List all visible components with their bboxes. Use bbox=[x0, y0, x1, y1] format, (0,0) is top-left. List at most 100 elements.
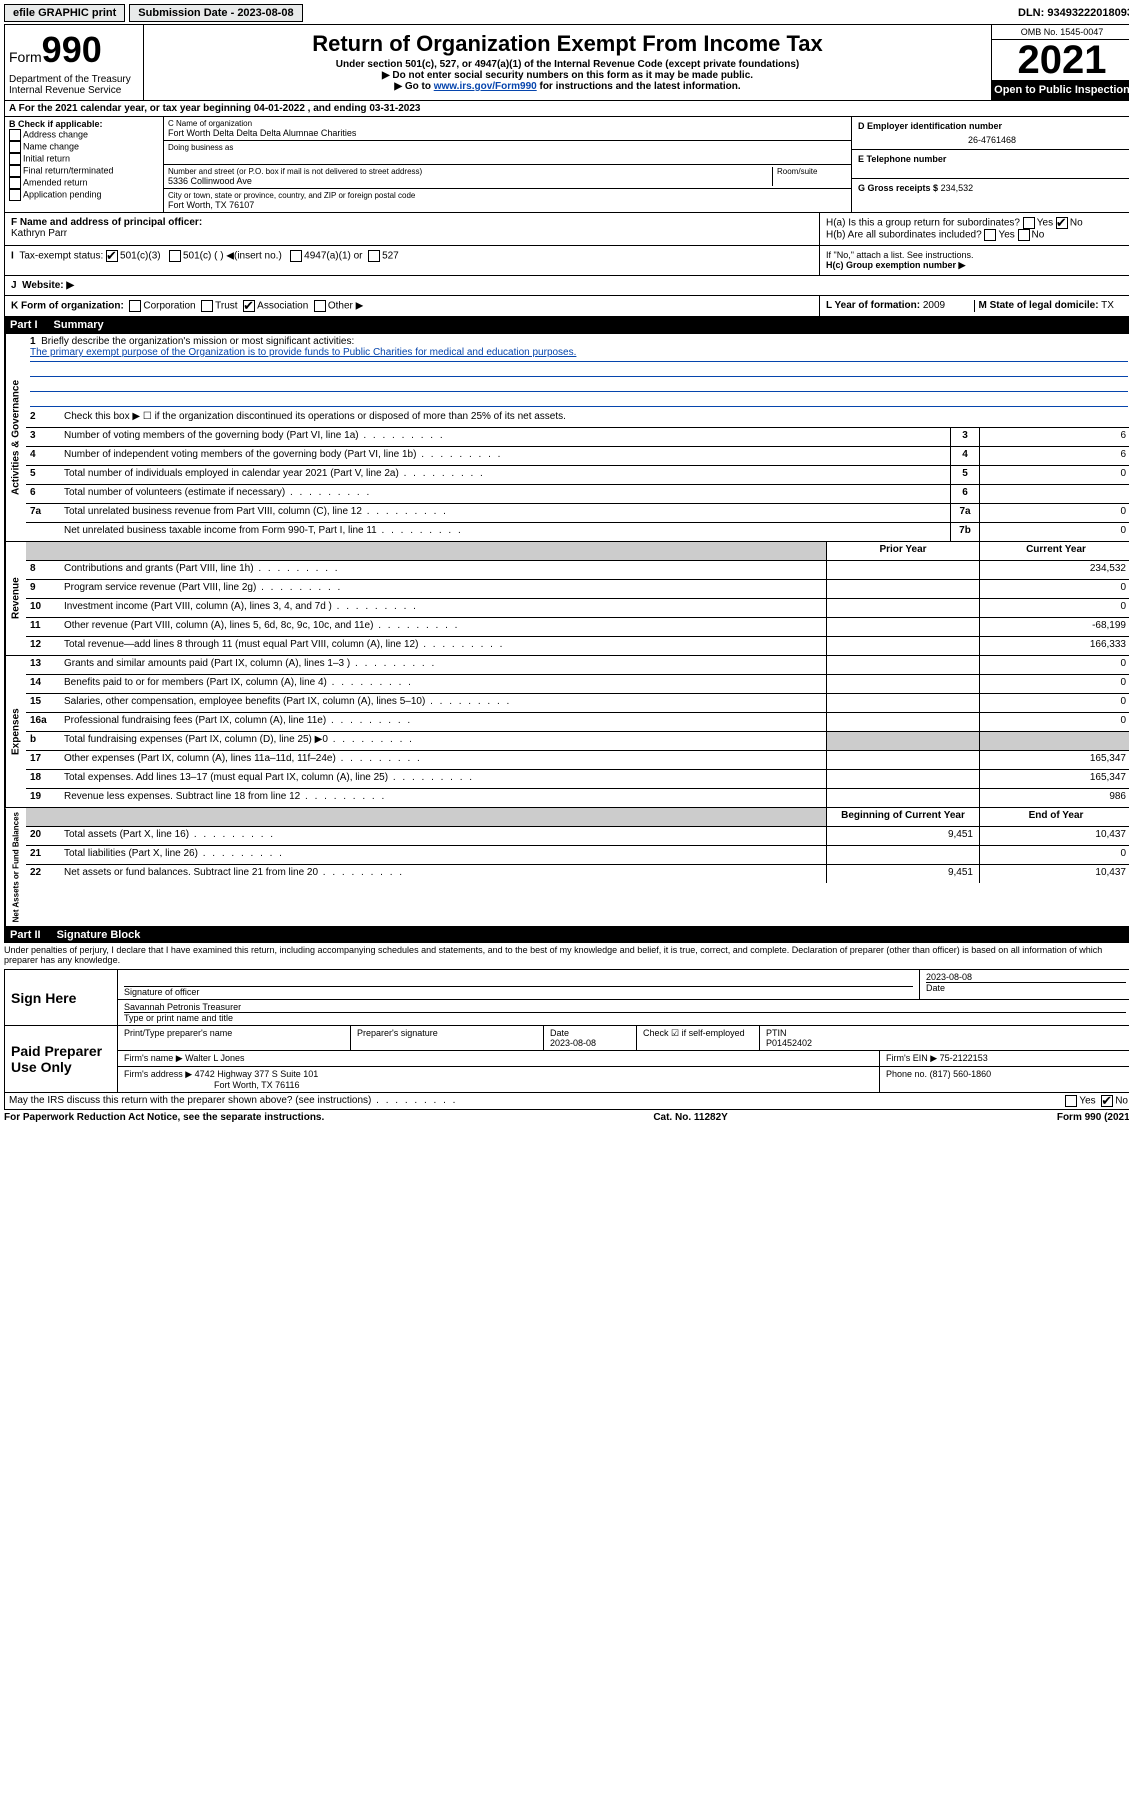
table-row: 9Program service revenue (Part VIII, lin… bbox=[26, 580, 1129, 599]
col-prior-year: Prior Year bbox=[826, 542, 979, 560]
checkbox-501c3[interactable] bbox=[106, 250, 118, 262]
checkbox-527[interactable] bbox=[368, 250, 380, 262]
may-discuss-row: May the IRS discuss this return with the… bbox=[4, 1093, 1129, 1110]
top-bar: efile GRAPHIC print Submission Date - 20… bbox=[4, 4, 1129, 22]
checkbox-app-pending[interactable] bbox=[9, 189, 21, 201]
table-row: 18Total expenses. Add lines 13–17 (must … bbox=[26, 770, 1129, 789]
gross-receipts-value: 234,532 bbox=[941, 183, 974, 193]
submission-date: Submission Date - 2023-08-08 bbox=[129, 4, 302, 22]
checkbox-final-return[interactable] bbox=[9, 165, 21, 177]
vert-label-ag: Activities & Governance bbox=[5, 334, 26, 541]
dln-label: DLN: 93493222018093 bbox=[1018, 7, 1129, 19]
gross-receipts-label: G Gross receipts $ bbox=[858, 183, 938, 193]
col-current-year: Current Year bbox=[979, 542, 1129, 560]
row-f-h: F Name and address of principal officer:… bbox=[4, 213, 1129, 246]
table-row: 12Total revenue—add lines 8 through 11 (… bbox=[26, 637, 1129, 655]
table-row: 5Total number of individuals employed in… bbox=[26, 466, 1129, 485]
efile-button[interactable]: efile GRAPHIC print bbox=[4, 4, 125, 22]
part1-header: Part ISummary bbox=[4, 317, 1129, 333]
row-klm: K Form of organization: Corporation Trus… bbox=[4, 296, 1129, 317]
col-end-year: End of Year bbox=[979, 808, 1129, 826]
table-row: 22Net assets or fund balances. Subtract … bbox=[26, 865, 1129, 883]
table-row: 19Revenue less expenses. Subtract line 1… bbox=[26, 789, 1129, 807]
row-i: I Tax-exempt status: 501(c)(3) 501(c) ( … bbox=[4, 246, 1129, 276]
checkbox-501c[interactable] bbox=[169, 250, 181, 262]
ein-label: D Employer identification number bbox=[858, 121, 1126, 131]
table-row: bTotal fundraising expenses (Part IX, co… bbox=[26, 732, 1129, 751]
mission-text: The primary exempt purpose of the Organi… bbox=[30, 347, 1128, 362]
table-row: 10Investment income (Part VIII, column (… bbox=[26, 599, 1129, 618]
penalty-statement: Under penalties of perjury, I declare th… bbox=[4, 943, 1129, 967]
checkbox-amended[interactable] bbox=[9, 177, 21, 189]
checkbox-assoc[interactable] bbox=[243, 300, 255, 312]
checkbox-initial-return[interactable] bbox=[9, 153, 21, 165]
form-note2: ▶ Go to www.irs.gov/Form990 for instruct… bbox=[154, 81, 981, 92]
form-number: Form990 bbox=[9, 29, 139, 71]
vert-label-net: Net Assets or Fund Balances bbox=[5, 808, 26, 926]
form-subtitle: Under section 501(c), 527, or 4947(a)(1)… bbox=[154, 59, 981, 70]
table-row: Net unrelated business taxable income fr… bbox=[26, 523, 1129, 541]
addr-label: Number and street (or P.O. box if mail i… bbox=[168, 167, 772, 176]
table-row: 20Total assets (Part X, line 16)9,45110,… bbox=[26, 827, 1129, 846]
checkbox-trust[interactable] bbox=[201, 300, 213, 312]
checkbox-corp[interactable] bbox=[129, 300, 141, 312]
checkbox-discuss-yes[interactable] bbox=[1065, 1095, 1077, 1107]
dba-label: Doing business as bbox=[168, 143, 847, 152]
row-j-website: J Website: ▶ bbox=[4, 276, 1129, 296]
box-b-checkboxes: B Check if applicable: Address change Na… bbox=[5, 117, 164, 212]
open-public-badge: Open to Public Inspection bbox=[992, 80, 1129, 100]
org-name-label: C Name of organization bbox=[168, 119, 847, 128]
checkbox-4947[interactable] bbox=[290, 250, 302, 262]
checkbox-hb-yes[interactable] bbox=[984, 229, 996, 241]
page-footer: For Paperwork Reduction Act Notice, see … bbox=[4, 1110, 1129, 1125]
paid-preparer-label: Paid Preparer Use Only bbox=[5, 1026, 118, 1092]
table-row: 16aProfessional fundraising fees (Part I… bbox=[26, 713, 1129, 732]
table-row: 13Grants and similar amounts paid (Part … bbox=[26, 656, 1129, 675]
checkbox-ha-yes[interactable] bbox=[1023, 217, 1035, 229]
table-row: 3Number of voting members of the governi… bbox=[26, 428, 1129, 447]
form-title: Return of Organization Exempt From Incom… bbox=[154, 31, 981, 57]
table-row: 6Total number of volunteers (estimate if… bbox=[26, 485, 1129, 504]
officer-name: Kathryn Parr bbox=[11, 228, 813, 239]
ein-value: 26-4761468 bbox=[858, 131, 1126, 145]
net-assets-section: Net Assets or Fund Balances Beginning of… bbox=[4, 808, 1129, 927]
checkbox-other[interactable] bbox=[314, 300, 326, 312]
table-row: 8Contributions and grants (Part VIII, li… bbox=[26, 561, 1129, 580]
checkbox-hb-no[interactable] bbox=[1018, 229, 1030, 241]
revenue-section: Revenue Prior Year Current Year 8Contrib… bbox=[4, 542, 1129, 656]
checkbox-name-change[interactable] bbox=[9, 141, 21, 153]
irs-link[interactable]: www.irs.gov/Form990 bbox=[434, 81, 537, 92]
checkbox-ha-no[interactable] bbox=[1056, 217, 1068, 229]
signature-block: Sign Here Signature of officer 2023-08-0… bbox=[4, 969, 1129, 1093]
table-row: 17Other expenses (Part IX, column (A), l… bbox=[26, 751, 1129, 770]
org-name-value: Fort Worth Delta Delta Delta Alumnae Cha… bbox=[168, 128, 847, 138]
table-row: 15Salaries, other compensation, employee… bbox=[26, 694, 1129, 713]
vert-label-exp: Expenses bbox=[5, 656, 26, 807]
checkbox-address-change[interactable] bbox=[9, 129, 21, 141]
room-label: Room/suite bbox=[777, 167, 847, 176]
expenses-section: Expenses 13Grants and similar amounts pa… bbox=[4, 656, 1129, 808]
org-info-section: B Check if applicable: Address change Na… bbox=[4, 117, 1129, 213]
mission-label: Briefly describe the organization's miss… bbox=[41, 336, 354, 347]
city-label: City or town, state or province, country… bbox=[168, 191, 847, 200]
table-row: 14Benefits paid to or for members (Part … bbox=[26, 675, 1129, 694]
checkbox-discuss-no[interactable] bbox=[1101, 1095, 1113, 1107]
col-begin-year: Beginning of Current Year bbox=[826, 808, 979, 826]
part2-header: Part IISignature Block bbox=[4, 927, 1129, 943]
table-row: 7aTotal unrelated business revenue from … bbox=[26, 504, 1129, 523]
row-a-tax-year: A For the 2021 calendar year, or tax yea… bbox=[4, 101, 1129, 117]
activities-governance-section: Activities & Governance 1 Briefly descri… bbox=[4, 333, 1129, 542]
addr-value: 5336 Collinwood Ave bbox=[168, 176, 772, 186]
form-note1: ▶ Do not enter social security numbers o… bbox=[154, 70, 981, 81]
form-header: Form990 Department of the Treasury Inter… bbox=[4, 24, 1129, 101]
line2-label: Check this box ▶ ☐ if the organization d… bbox=[60, 409, 1129, 427]
sign-here-label: Sign Here bbox=[5, 970, 118, 1025]
phone-label: E Telephone number bbox=[858, 154, 1126, 164]
table-row: 21Total liabilities (Part X, line 26)0 bbox=[26, 846, 1129, 865]
vert-label-rev: Revenue bbox=[5, 542, 26, 655]
city-value: Fort Worth, TX 76107 bbox=[168, 200, 847, 210]
table-row: 11Other revenue (Part VIII, column (A), … bbox=[26, 618, 1129, 637]
tax-year: 2021 bbox=[992, 40, 1129, 80]
table-row: 4Number of independent voting members of… bbox=[26, 447, 1129, 466]
dept-label: Department of the Treasury Internal Reve… bbox=[9, 74, 139, 96]
